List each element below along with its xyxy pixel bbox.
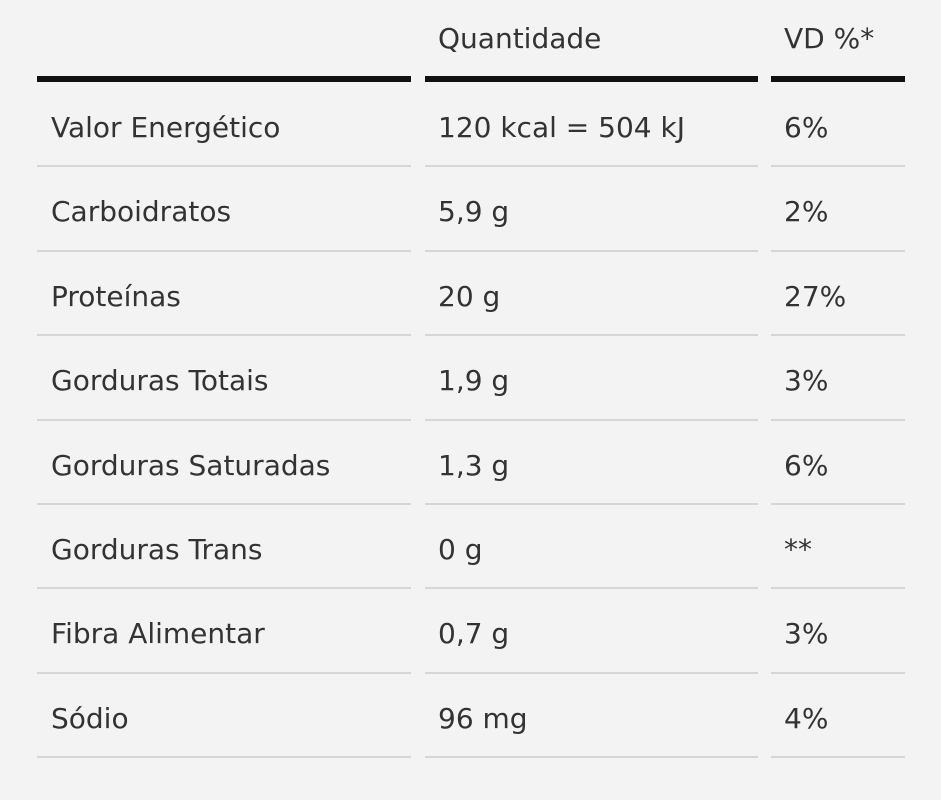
nutrient-quantity: 0 g (438, 533, 483, 566)
nutrient-daily-value: 3% (784, 364, 829, 398)
row-divider (771, 671, 905, 674)
row-divider (425, 418, 758, 421)
row-divider (771, 418, 905, 421)
row-divider (771, 165, 905, 168)
nutrient-name: Valor Energético (51, 111, 281, 144)
nutrient-daily-value: 27% (784, 279, 847, 313)
row-divider (37, 587, 411, 590)
row-divider (425, 334, 758, 337)
row-divider (425, 756, 758, 759)
header-rule (37, 76, 411, 82)
nutrient-name: Fibra Alimentar (51, 617, 265, 651)
nutrient-quantity: 1,3 g (438, 448, 510, 482)
nutrient-daily-value: 2% (784, 195, 829, 229)
nutrient-quantity: 96 mg (438, 701, 528, 735)
header-rule (771, 76, 905, 82)
nutrient-quantity: 120 kcal = 504 kJ (438, 111, 685, 144)
row-divider (425, 671, 758, 674)
header-daily-value: VD %* (784, 22, 875, 55)
header-rule (425, 76, 758, 82)
nutrient-daily-value: 3% (784, 617, 829, 651)
nutrient-daily-value: 6% (784, 111, 829, 144)
row-divider (771, 334, 905, 337)
nutrient-quantity: 1,9 g (438, 364, 510, 398)
row-divider (425, 165, 758, 168)
row-divider (37, 418, 411, 421)
nutrient-name: Gorduras Trans (51, 533, 263, 566)
row-divider (37, 503, 411, 505)
nutrient-name: Proteínas (51, 279, 181, 313)
row-divider (37, 756, 411, 759)
nutrient-daily-value: 4% (784, 701, 829, 735)
nutrient-name: Gorduras Saturadas (51, 448, 331, 482)
row-divider (37, 249, 411, 252)
row-divider (771, 587, 905, 590)
row-divider (771, 503, 905, 505)
row-divider (425, 503, 758, 505)
nutrient-quantity: 0,7 g (438, 617, 510, 651)
row-divider (425, 249, 758, 252)
row-divider (37, 334, 411, 337)
nutrient-name: Gorduras Totais (51, 364, 269, 398)
nutrient-daily-value: ** (784, 533, 812, 566)
row-divider (37, 165, 411, 168)
header-quantity: Quantidade (438, 22, 602, 55)
nutrient-name: Sódio (51, 701, 129, 735)
nutrient-daily-value: 6% (784, 448, 829, 482)
nutrient-quantity: 20 g (438, 279, 501, 313)
row-divider (771, 756, 905, 759)
row-divider (425, 587, 758, 590)
nutrient-name: Carboidratos (51, 195, 232, 229)
row-divider (37, 671, 411, 674)
row-divider (771, 249, 905, 252)
nutrient-quantity: 5,9 g (438, 195, 510, 229)
